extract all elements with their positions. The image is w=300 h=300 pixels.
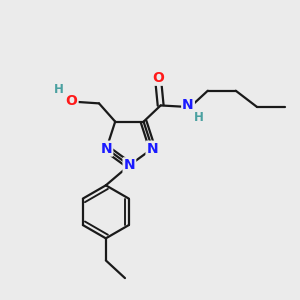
Text: N: N	[146, 142, 158, 156]
Text: N: N	[182, 98, 194, 112]
Text: N: N	[100, 142, 112, 156]
Text: O: O	[66, 94, 78, 108]
Text: H: H	[54, 83, 64, 96]
Text: H: H	[194, 111, 204, 124]
Text: N: N	[124, 158, 135, 172]
Text: O: O	[152, 71, 164, 85]
